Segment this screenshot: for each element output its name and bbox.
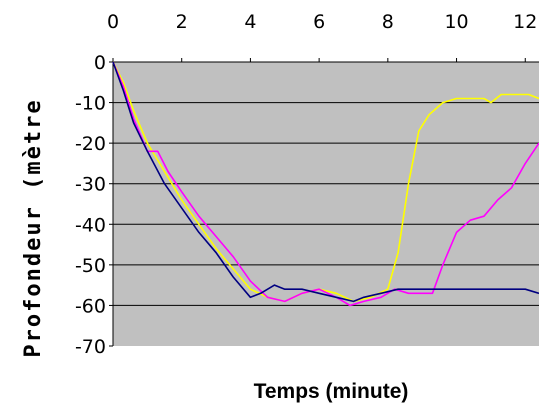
gridlines (113, 102, 539, 306)
y-tick-label: -20 (75, 133, 106, 155)
y-tick-label: -30 (75, 174, 106, 196)
x-tick-label: 0 (107, 11, 119, 33)
x-tick-label: 8 (382, 11, 394, 33)
y-tick-label: -10 (75, 93, 106, 115)
x-tick-label: 6 (313, 11, 325, 33)
series-line-3 (112, 61, 539, 303)
x-tick-label: 2 (176, 11, 188, 33)
x-tick-label: 4 (244, 11, 256, 33)
axes (109, 58, 539, 347)
plot-area (113, 62, 539, 346)
y-tick-label: 0 (94, 52, 106, 74)
series-lines (112, 61, 539, 307)
y-tick-labels: 0 -10 -20 -30 -40 -50 -60 -70 (75, 52, 106, 358)
y-axis-title: Profondeur (mètre (21, 98, 46, 357)
x-tick-label: 10 (444, 11, 468, 33)
y-tick-label: -60 (75, 295, 106, 317)
x-tick-labels: 0 2 4 6 8 10 12 (107, 11, 537, 33)
x-axis-title: Temps (minute) (254, 380, 409, 403)
x-tick-label: 12 (513, 11, 537, 33)
y-tick-label: -70 (75, 336, 106, 358)
y-tick-label: -40 (75, 214, 106, 236)
y-tick-label: -50 (75, 255, 106, 277)
